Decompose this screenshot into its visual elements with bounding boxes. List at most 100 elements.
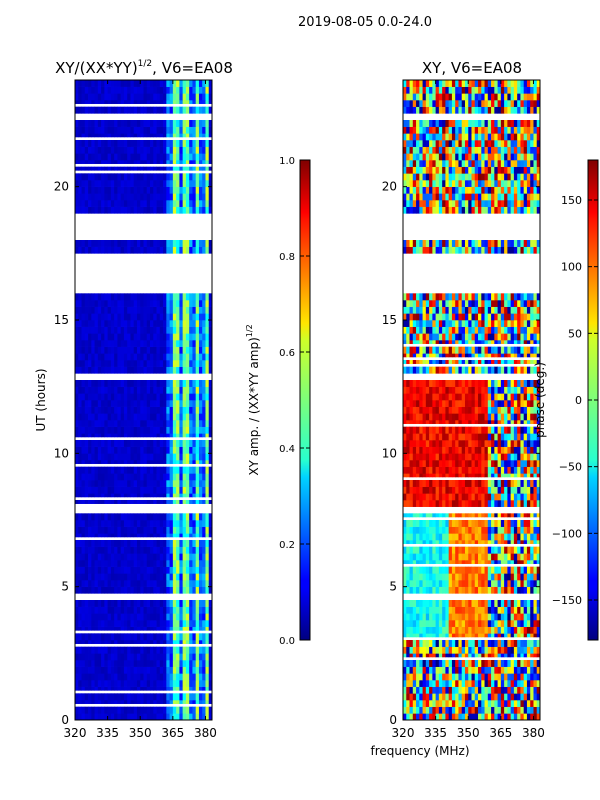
heatmap-cell: [438, 600, 443, 607]
heatmap-cell: [166, 186, 170, 194]
heatmap-cell: [143, 400, 148, 407]
heatmap-cell: [163, 673, 167, 681]
heatmap-cell: [422, 573, 427, 581]
heatmap-cell: [78, 173, 82, 181]
heatmap-cell: [143, 460, 148, 464]
heatmap-cell: [208, 580, 212, 587]
heatmap-cell: [104, 193, 109, 201]
heatmap-cell: [461, 466, 466, 474]
heatmap-cell: [416, 633, 420, 638]
heatmap-cell: [143, 353, 148, 361]
heatmap-cell: [169, 126, 174, 134]
heatmap-cell: [94, 293, 99, 301]
heatmap-cell: [409, 533, 414, 541]
heatmap-cell: [97, 420, 102, 427]
heatmap-cell: [198, 393, 203, 401]
heatmap-cell: [205, 106, 210, 114]
heatmap-cell: [478, 586, 482, 594]
heatmap-cell: [192, 413, 197, 421]
heatmap-cell: [406, 480, 410, 487]
heatmap-cell: [422, 600, 427, 607]
heatmap-cell: [156, 486, 161, 494]
heatmap-cell: [84, 200, 89, 207]
heatmap-cell: [94, 206, 99, 214]
heatmap-cell: [455, 693, 459, 701]
heatmap-cell: [481, 660, 485, 667]
colorbar-tick-label: 1.0: [279, 156, 295, 167]
heatmap-cell: [117, 126, 122, 134]
heatmap-cell: [153, 546, 157, 554]
heatmap-cell: [120, 686, 125, 691]
heatmap-cell: [130, 713, 135, 720]
heatmap-cell: [520, 686, 525, 694]
heatmap-cell: [169, 93, 174, 101]
heatmap-cell: [429, 700, 433, 707]
heatmap-cell: [146, 520, 151, 527]
heatmap-cell: [526, 473, 531, 478]
heatmap-cell: [143, 160, 148, 164]
heatmap-cell: [88, 460, 92, 464]
heatmap-cell: [107, 180, 112, 187]
heatmap-cell: [110, 633, 115, 641]
heatmap-cell: [117, 633, 122, 641]
heatmap-cell: [176, 133, 180, 138]
heatmap-cell: [185, 653, 190, 661]
heatmap-cell: [159, 686, 164, 691]
heatmap-cell: [130, 433, 135, 438]
heatmap-cell: [208, 206, 212, 214]
heatmap-cell: [110, 526, 115, 534]
heatmap-cell: [163, 186, 167, 194]
heatmap-cell: [159, 560, 164, 567]
heatmap-cell: [195, 346, 200, 354]
heatmap-cell: [523, 700, 528, 707]
heatmap-cell: [461, 500, 466, 507]
heatmap-cell: [192, 580, 197, 587]
heatmap-cell: [458, 693, 463, 701]
heatmap-cell: [117, 100, 122, 104]
heatmap-cell: [166, 546, 170, 554]
heatmap-cell: [150, 466, 154, 474]
heatmap-cell: [172, 420, 177, 427]
heatmap-cell: [88, 166, 92, 171]
heatmap-cell: [163, 473, 167, 481]
heatmap-cell: [192, 306, 197, 314]
heatmap-cell: [176, 106, 180, 114]
heatmap-cell: [91, 560, 95, 567]
heatmap-cell: [481, 473, 485, 478]
heatmap-cell: [97, 426, 102, 434]
heatmap-cell: [451, 606, 456, 614]
heatmap-cell: [425, 540, 430, 544]
heatmap-cell: [150, 660, 154, 667]
heatmap-cell: [445, 700, 450, 707]
heatmap-cell: [198, 706, 203, 714]
heatmap-cell: [110, 293, 115, 301]
heatmap-cell: [205, 93, 210, 101]
heatmap-cell: [530, 600, 534, 607]
heatmap-cell: [127, 420, 131, 427]
heatmap-cell: [91, 626, 95, 631]
heatmap-cell: [81, 426, 86, 434]
heatmap-cell: [448, 640, 453, 647]
heatmap-cell: [198, 640, 203, 644]
heatmap-cell: [114, 380, 118, 387]
heatmap-cell: [130, 666, 135, 674]
heatmap-cell: [120, 420, 125, 427]
heatmap-cell: [435, 520, 440, 527]
heatmap-cell: [195, 626, 200, 631]
heatmap-cell: [150, 580, 154, 587]
heatmap-cell: [507, 546, 512, 554]
heatmap-cell: [205, 360, 210, 367]
heatmap-cell: [185, 100, 190, 104]
heatmap-cell: [136, 520, 141, 527]
heatmap-cell: [130, 326, 135, 334]
heatmap-cell: [448, 546, 453, 554]
heatmap-cell: [120, 380, 125, 387]
heatmap-cell: [198, 546, 203, 554]
heatmap-cell: [150, 680, 154, 687]
heatmap-cell: [81, 686, 86, 691]
heatmap-cell: [451, 573, 456, 581]
heatmap-cell: [458, 680, 463, 687]
heatmap-cell: [182, 360, 187, 367]
heatmap-cell: [169, 540, 174, 547]
heatmap-cell: [406, 500, 410, 507]
